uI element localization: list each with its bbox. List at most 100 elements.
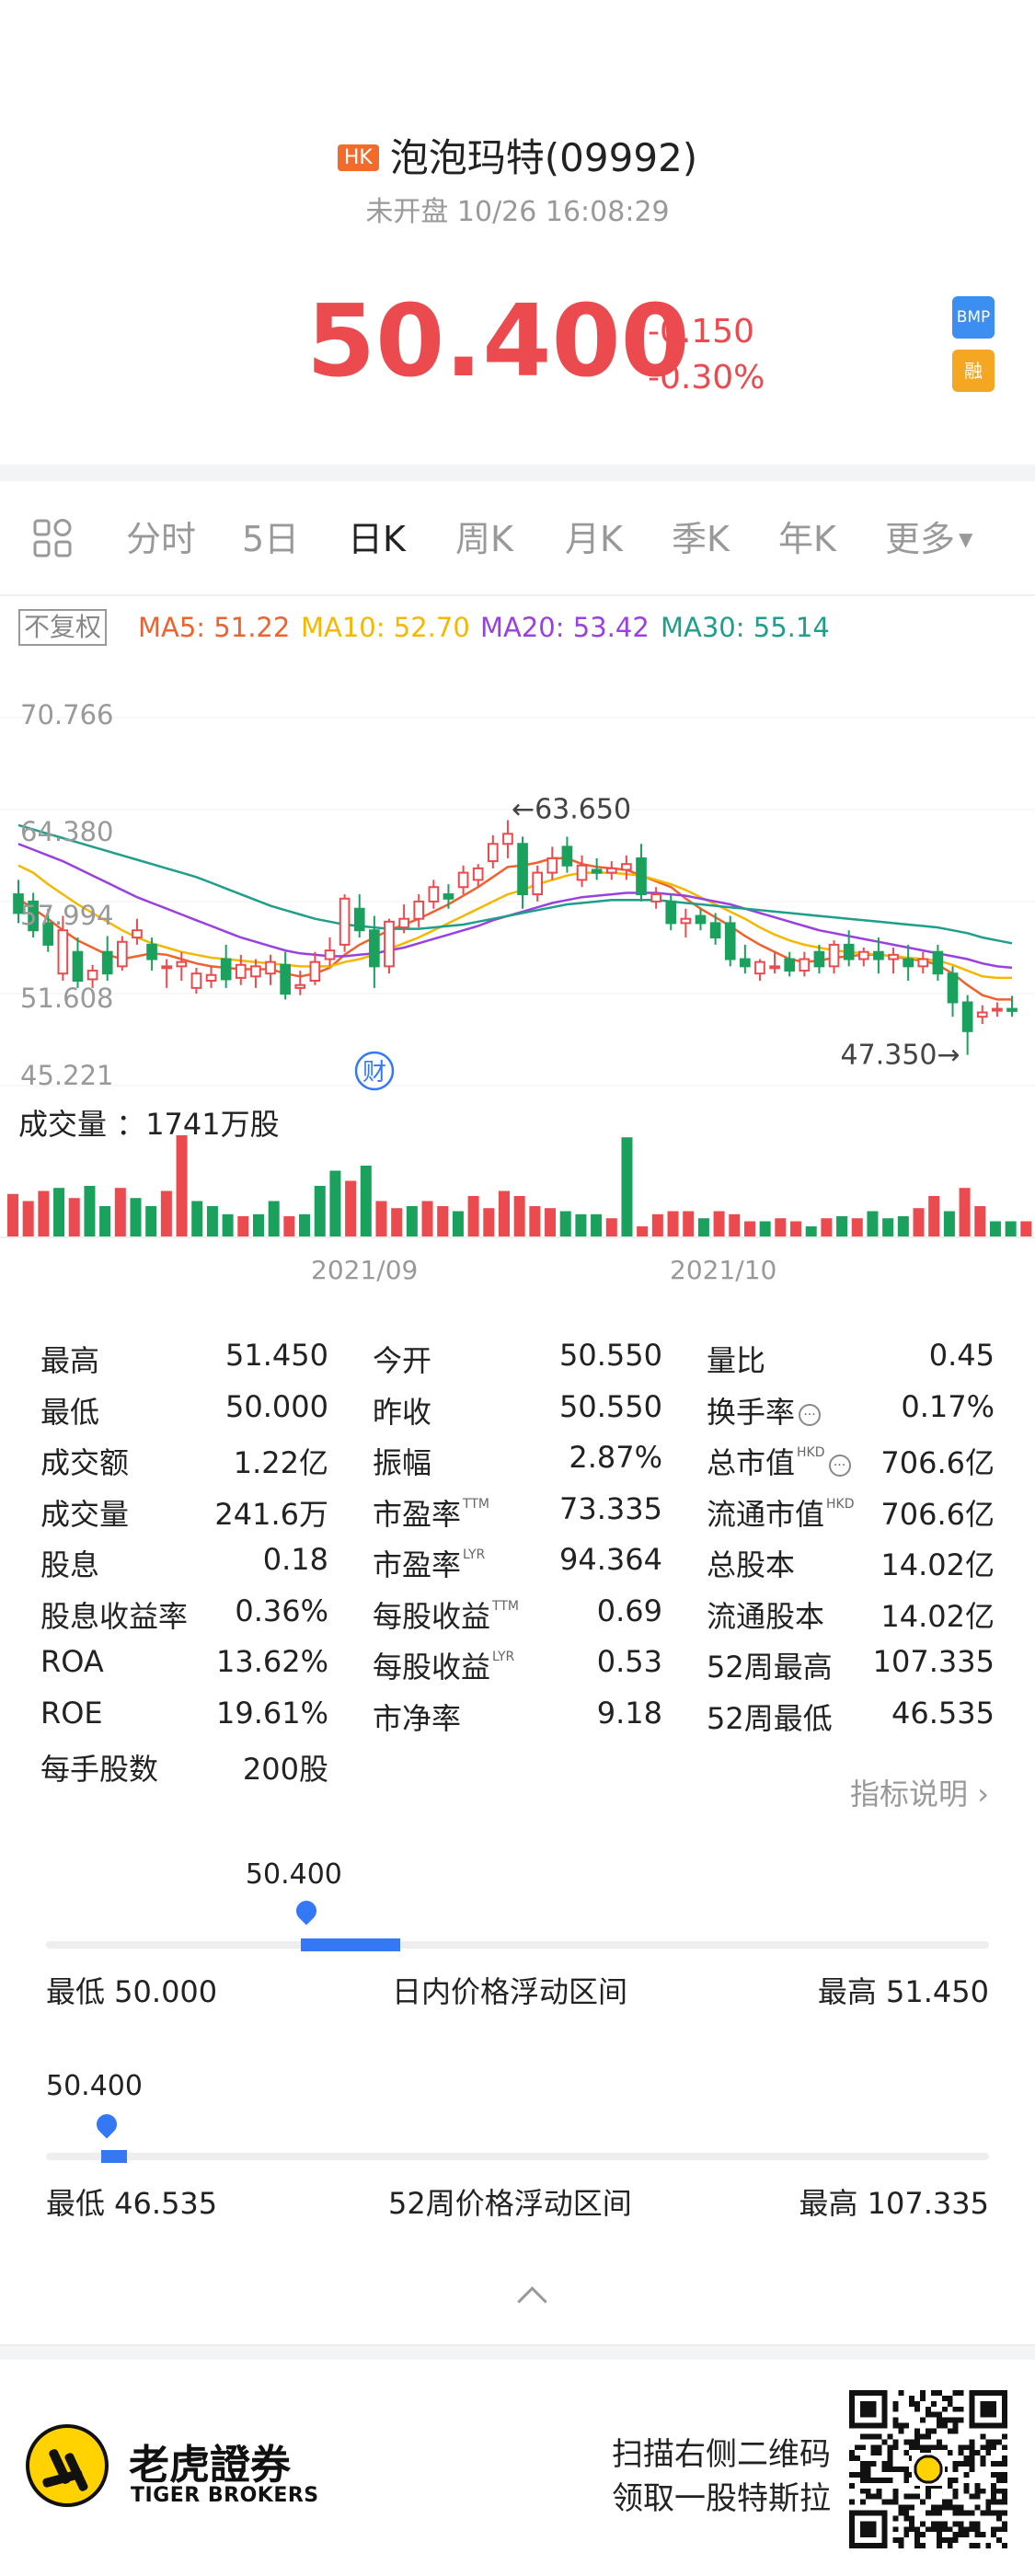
- stat-label: 每股收益 LYR: [373, 1644, 514, 1686]
- high-annotation: ←63.650: [512, 793, 631, 825]
- x-tick-label: 2021/09: [311, 1255, 419, 1285]
- info-icon[interactable]: ···: [828, 1455, 851, 1477]
- stat-value: 19.61%: [215, 1695, 328, 1731]
- tab-weekly-k[interactable]: 周K: [455, 519, 513, 559]
- candle: [502, 820, 513, 858]
- volume-chart[interactable]: [0, 1133, 1035, 1242]
- info-icon[interactable]: ···: [799, 1403, 822, 1426]
- stat-value: 241.6万: [214, 1496, 328, 1532]
- candle: [398, 904, 409, 934]
- stat-label-text: 每手股数: [40, 1752, 159, 1787]
- candle: [605, 861, 617, 880]
- volume-bar: [345, 1180, 357, 1236]
- intraday-range-title: 日内价格浮动区间: [392, 1974, 628, 2009]
- volume-bar: [621, 1137, 633, 1236]
- stat-label: 每股收益 TTM: [373, 1593, 519, 1636]
- stat-value: 50.000: [225, 1388, 328, 1424]
- chart-period-tabs: 分时 5日 日K 周K 月K 季K 年K 更多 ▼: [0, 511, 1035, 575]
- stat-label[interactable]: 换手率 ···: [707, 1389, 822, 1432]
- candle: [146, 937, 157, 972]
- stat-label: 52周最高: [707, 1644, 833, 1686]
- candlestick-chart[interactable]: ←63.650 47.350→ 财: [0, 690, 1035, 1095]
- layout-grid-icon[interactable]: [32, 518, 73, 558]
- volume-bar: [38, 1190, 50, 1236]
- candle: [917, 951, 929, 974]
- week52-low: 最低 46.535: [46, 2186, 218, 2221]
- tab-yearly-k[interactable]: 年K: [778, 519, 836, 559]
- volume-bar: [268, 1201, 280, 1236]
- candle: [250, 959, 261, 988]
- volume-bar: [882, 1218, 894, 1236]
- candle: [591, 857, 603, 880]
- candle: [873, 937, 884, 974]
- stat-label[interactable]: 总市值 HKD···: [707, 1440, 851, 1482]
- candle: [57, 915, 69, 982]
- candle: [42, 908, 54, 952]
- volume-bar: [591, 1213, 603, 1236]
- volume-bar: [529, 1206, 541, 1236]
- volume-bar: [53, 1188, 65, 1236]
- stat-label-text: 股息收益率: [40, 1598, 189, 1634]
- stat-label: 最高: [40, 1338, 99, 1380]
- tab-daily-k[interactable]: 日K: [348, 519, 406, 559]
- stat-label: 总股本: [707, 1542, 795, 1584]
- volume-bar: [191, 1201, 203, 1236]
- volume-bar: [913, 1208, 925, 1236]
- volume-bar: [375, 1201, 387, 1236]
- earnings-event-icon[interactable]: 财: [354, 1051, 395, 1091]
- candle: [265, 954, 276, 985]
- stat-label-qualifier: TTM: [492, 1598, 519, 1614]
- stat-label: 股息收益率: [40, 1593, 188, 1636]
- indicator-explanation-link[interactable]: 指标说明 ›: [850, 1777, 989, 1811]
- volume-bar: [790, 1221, 802, 1236]
- volume-bar: [22, 1201, 34, 1236]
- stat-value: 0.69: [596, 1593, 662, 1628]
- candle: [695, 908, 707, 931]
- volume-bar: [959, 1188, 971, 1236]
- market-status: 未开盘 10/26 16:08:29: [365, 196, 670, 228]
- bmp-badge[interactable]: BMP: [952, 296, 995, 339]
- tab-intraday[interactable]: 分时: [126, 519, 197, 559]
- stat-label-text: 股息: [40, 1547, 100, 1582]
- stat-value: 13.62%: [215, 1644, 328, 1679]
- stat-label-text: 每股收益: [373, 1650, 491, 1685]
- volume-bar: [943, 1211, 955, 1236]
- volume-bar: [1005, 1221, 1017, 1236]
- volume-bar: [651, 1213, 663, 1236]
- stat-label: ROE: [40, 1696, 103, 1731]
- stat-value: 14.02亿: [880, 1598, 995, 1634]
- stock-title: 泡泡玛特(09992): [389, 135, 698, 180]
- intraday-low: 最低 50.000: [46, 1974, 218, 2009]
- adjust-toggle[interactable]: 不复权: [18, 609, 108, 646]
- stat-label-text: 流通市值: [707, 1496, 825, 1532]
- tab-quarterly-k[interactable]: 季K: [672, 519, 730, 559]
- volume-bar: [805, 1226, 817, 1236]
- candle: [428, 880, 440, 909]
- candle: [353, 894, 365, 938]
- stat-label-text: 总股本: [707, 1547, 796, 1582]
- candle: [888, 948, 899, 974]
- stat-label-text: 量比: [707, 1343, 766, 1378]
- stat-label: 量比: [707, 1338, 765, 1380]
- margin-badge[interactable]: 融: [952, 350, 995, 392]
- stat-value: 51.450: [225, 1338, 328, 1373]
- tab-more[interactable]: 更多 ▼: [885, 511, 972, 561]
- stat-value: 73.335: [559, 1490, 662, 1526]
- candle: [309, 951, 321, 985]
- stat-value: 0.53: [596, 1644, 662, 1679]
- volume-bar: [498, 1190, 510, 1236]
- volume-bar: [206, 1206, 218, 1236]
- tab-monthly-k[interactable]: 月K: [565, 519, 623, 559]
- low-annotation: 47.350→: [841, 1040, 960, 1072]
- stat-label-text: 市盈率: [373, 1496, 462, 1532]
- collapse-chevron-icon[interactable]: [517, 2286, 547, 2317]
- footer-divider: [0, 2344, 1035, 2346]
- stat-label-text: 每股收益: [373, 1598, 491, 1634]
- tab-5day[interactable]: 5日: [242, 519, 300, 559]
- stat-label-text: 最高: [40, 1343, 100, 1378]
- stat-label-qualifier: HKD: [826, 1496, 855, 1512]
- stat-value: 107.335: [872, 1644, 995, 1679]
- volume-bar: [314, 1186, 326, 1236]
- stat-label-text: 52周最高: [707, 1650, 833, 1685]
- promo-line-1: 扫描右侧二维码: [612, 2436, 831, 2473]
